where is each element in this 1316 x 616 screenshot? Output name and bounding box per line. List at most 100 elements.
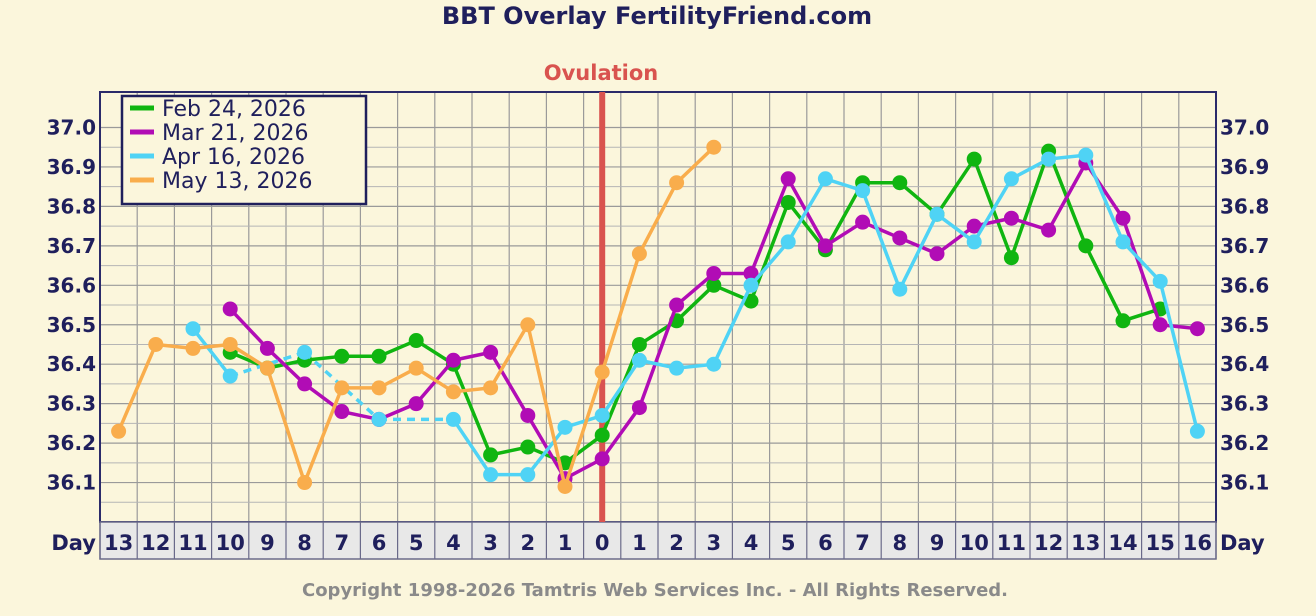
day-tick-label: 6 [372, 531, 387, 555]
data-point [706, 277, 722, 293]
day-tick-label: 7 [855, 531, 870, 555]
data-point [780, 234, 796, 250]
data-point [817, 171, 833, 187]
y-tick-label-left: 36.5 [47, 313, 96, 337]
y-tick-label-right: 36.3 [1220, 392, 1269, 416]
data-point [520, 439, 536, 455]
data-point [669, 360, 685, 376]
copyright-notice: Copyright 1998-2026 Tamtris Web Services… [302, 580, 1008, 601]
series-segment [451, 417, 493, 477]
day-tick-label: 14 [1108, 531, 1137, 555]
legend-entry: Feb 24, 2026 [162, 97, 306, 122]
series-segment [600, 358, 642, 418]
data-point [780, 194, 796, 210]
day-tick-label: 12 [1034, 531, 1063, 555]
data-point [631, 246, 647, 262]
day-tick-label: 8 [892, 531, 907, 555]
data-point [966, 151, 982, 167]
y-tick-label-right: 36.9 [1220, 155, 1269, 179]
data-point [334, 404, 350, 420]
data-point [706, 356, 722, 372]
day-tick-label: 11 [997, 531, 1026, 555]
data-point [706, 139, 722, 155]
data-point [445, 411, 461, 427]
series-segment [526, 425, 567, 477]
data-point [445, 384, 461, 400]
y-axis-left: 37.0 36.9 36.8 36.7 36.6 36.5 36.4 36.3 36.2 36.1 [47, 116, 96, 495]
data-point [222, 336, 238, 352]
y-tick-label-right: 36.1 [1220, 471, 1269, 495]
data-point [1115, 234, 1131, 250]
data-point [1189, 321, 1205, 337]
data-point [297, 475, 313, 491]
data-point [1041, 222, 1057, 238]
series-segment [1121, 240, 1162, 284]
data-point [817, 238, 833, 254]
data-point [408, 333, 424, 349]
y-tick-label-left: 37.0 [47, 116, 96, 140]
data-point [185, 321, 201, 337]
y-tick-label-left: 36.1 [47, 471, 96, 495]
y-tick-label-left: 36.8 [47, 194, 96, 218]
data-point [929, 246, 945, 262]
data-point [892, 175, 908, 191]
data-point [483, 447, 499, 463]
data-point [222, 368, 238, 384]
series-segment [451, 362, 493, 457]
data-point [259, 340, 275, 356]
data-point [371, 411, 387, 427]
data-point [1078, 147, 1094, 163]
series-segment [935, 157, 976, 217]
day-tick-label: 5 [781, 531, 796, 555]
data-point [557, 478, 573, 494]
data-point [743, 265, 759, 281]
y-tick-label-left: 36.3 [47, 392, 96, 416]
series-segment [898, 212, 939, 291]
data-point [334, 348, 350, 364]
data-point [594, 364, 610, 380]
series-segment [1009, 149, 1051, 260]
y-tick-label-right: 37.0 [1220, 116, 1269, 140]
y-tick-label-right: 36.7 [1220, 234, 1269, 258]
data-point [297, 376, 313, 392]
data-point [780, 171, 796, 187]
series-segment [116, 342, 158, 434]
series-segment [674, 271, 716, 307]
data-point [892, 281, 908, 297]
y-tick-label-left: 36.9 [47, 155, 96, 179]
day-tick-label: 4 [446, 531, 461, 555]
day-tick-label: 10 [216, 531, 245, 555]
day-tick-label: 4 [744, 531, 759, 555]
data-point [483, 467, 499, 483]
data-point [929, 206, 945, 222]
day-tick-label: 0 [595, 531, 610, 555]
series-segment [935, 212, 976, 244]
data-point [297, 344, 313, 360]
series-segment [972, 177, 1014, 244]
data-point [1115, 313, 1131, 329]
series-segment [488, 350, 530, 418]
data-point [520, 407, 536, 423]
data-point [334, 380, 350, 396]
series-segment [674, 145, 716, 185]
data-point [631, 352, 647, 368]
y-tick-label-right: 36.4 [1220, 352, 1269, 376]
data-point [966, 234, 982, 250]
day-tick-label: 1 [632, 531, 647, 555]
y-tick-label-left: 36.6 [47, 273, 96, 297]
day-axis-label-right: Day [1220, 531, 1265, 555]
day-tick-label: 12 [141, 531, 170, 555]
series-segment [600, 405, 642, 461]
series-segment [302, 386, 344, 485]
day-tick-label: 9 [930, 531, 945, 555]
ovulation-label: Ovulation [544, 61, 658, 85]
series-segment [1158, 279, 1200, 434]
data-point [594, 407, 610, 423]
series-segment [749, 177, 790, 276]
y-tick-label-left: 36.2 [47, 431, 96, 455]
day-tick-label: 7 [334, 531, 349, 555]
data-point [669, 297, 685, 313]
series-segment [1121, 216, 1162, 327]
data-point [594, 451, 610, 467]
data-point [1078, 238, 1094, 254]
